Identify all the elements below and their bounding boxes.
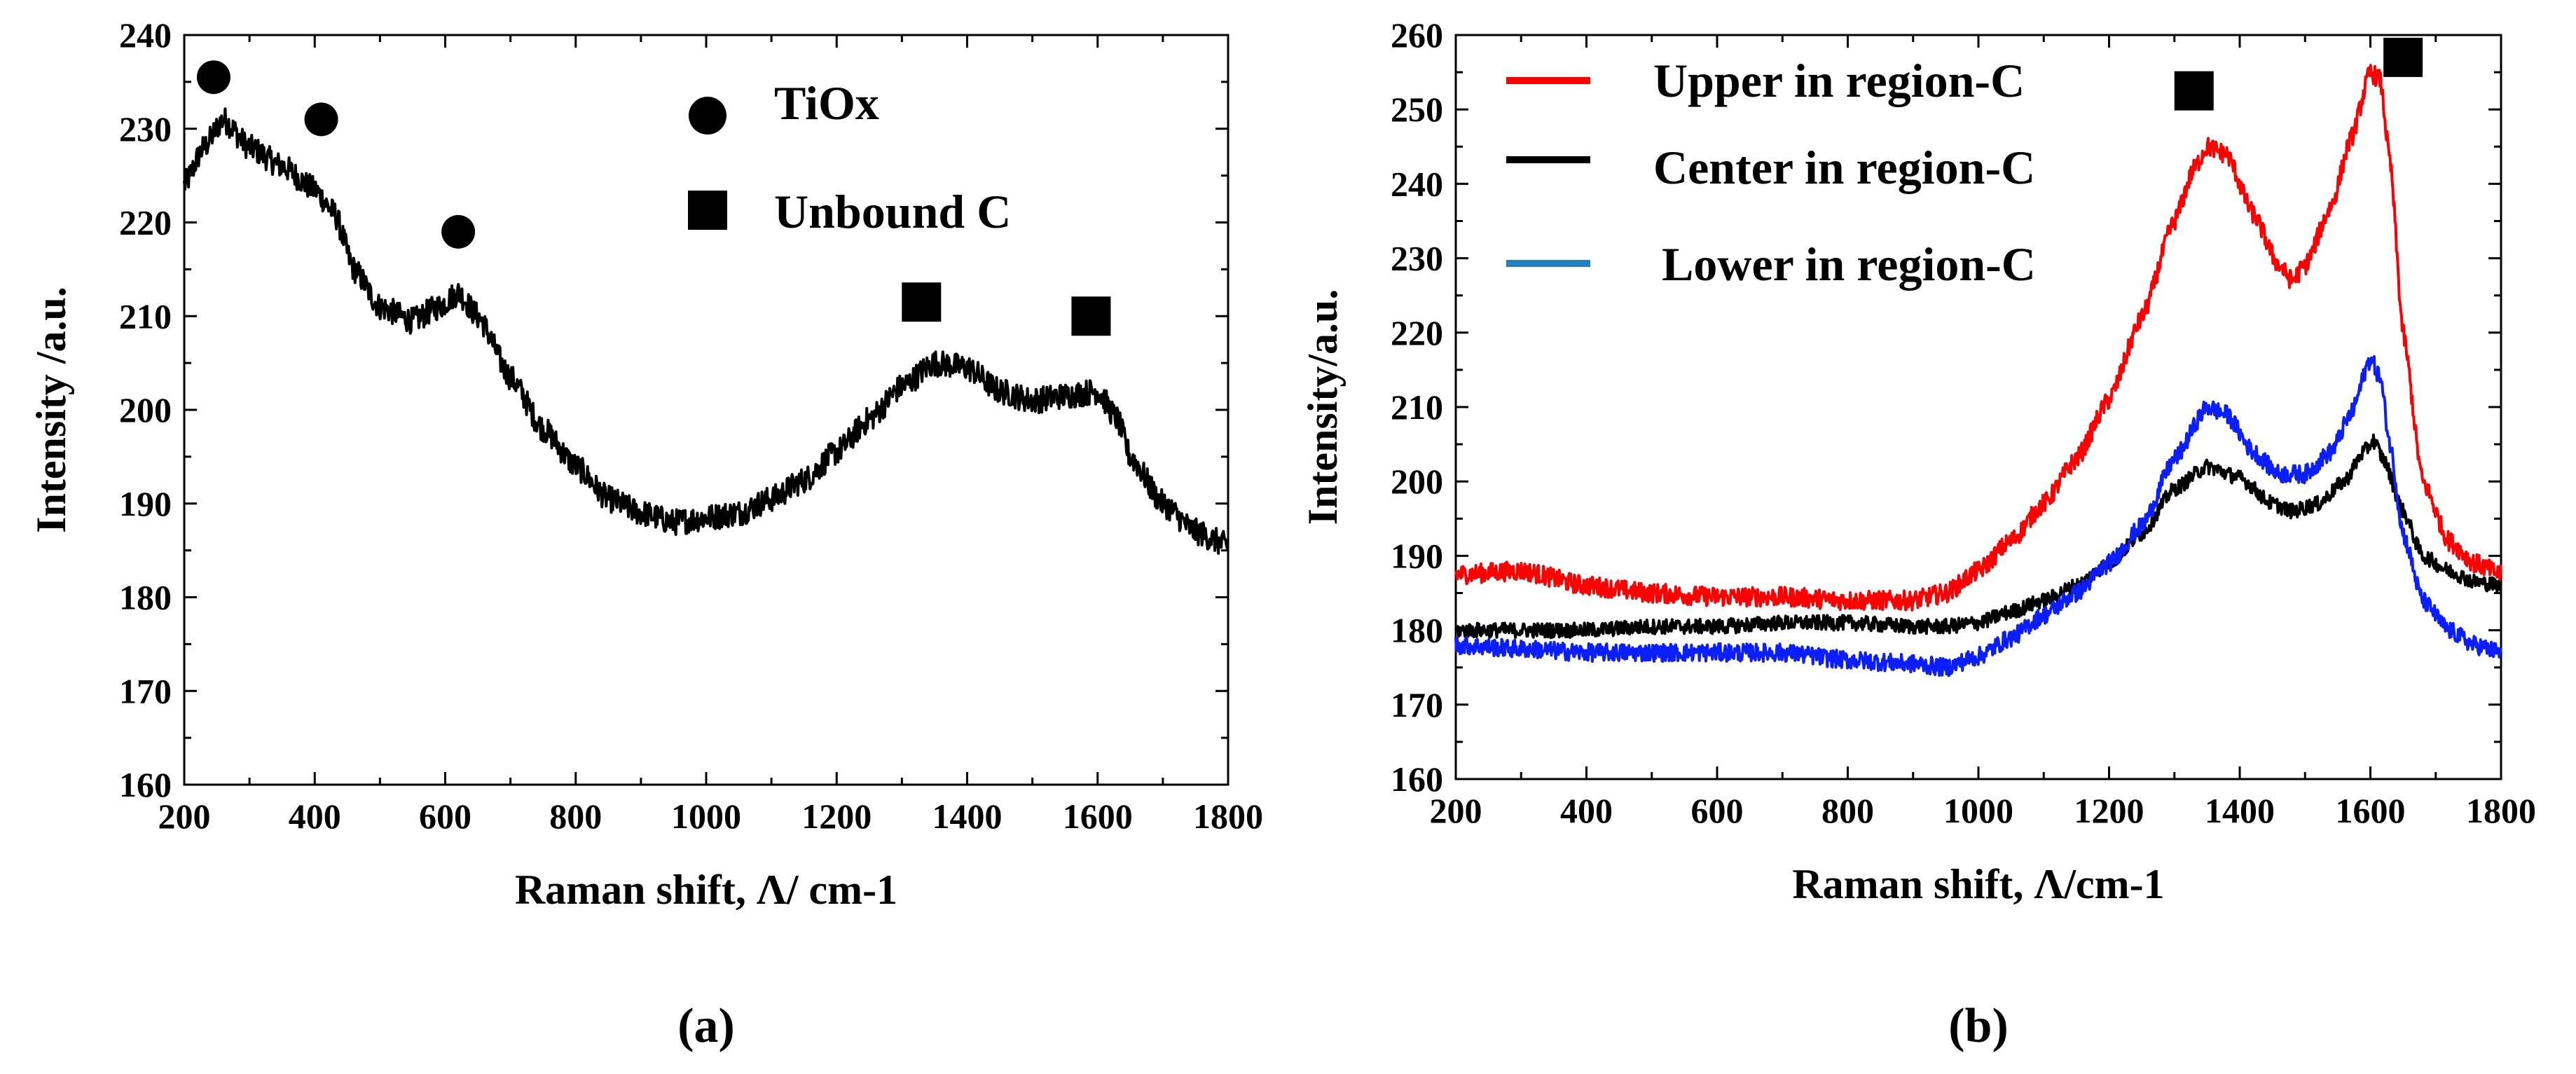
x-axis-title-a: Raman shift, Λ/ cm-1: [515, 867, 897, 913]
x-tick-label: 800: [549, 797, 602, 836]
x-tick-label: 1600: [1063, 797, 1133, 836]
series-line-lower-in-region-c: [1454, 354, 2502, 677]
x-tick-label: 1200: [2074, 791, 2144, 830]
x-tick-label: 600: [419, 797, 471, 836]
y-tick-label: 220: [119, 203, 172, 242]
legend-square-marker: [688, 191, 727, 230]
y-tick-label: 210: [1391, 387, 1443, 427]
y-tick-labels-a: 160 170 180 190 200 210 220 230 240: [119, 15, 172, 804]
series-group-a: [183, 107, 1230, 555]
y-tick-label: 230: [1391, 239, 1443, 278]
legend-label-lower: Lower in region-C: [1662, 237, 2036, 291]
x-tick-labels-a: 200 400 600 800 1000 1200 1400 1600 1800: [158, 797, 1264, 836]
x-tick-labels-b: 200 400 600 800 1000 1200 1400 1600 1800: [1430, 791, 2537, 830]
peak-marker-circle: [441, 214, 476, 249]
x-tick-label: 200: [1430, 791, 1482, 830]
panel-label-b: (b): [1948, 999, 2009, 1053]
peak-markers-b: [2174, 37, 2423, 111]
x-tick-label: 1800: [1193, 797, 1263, 836]
peak-markers-a: [196, 60, 1111, 336]
y-tick-label: 240: [119, 15, 172, 55]
y-tick-label: 220: [1391, 313, 1443, 352]
y-axis-title-b: Intensity/a.u.: [1300, 289, 1346, 525]
x-tick-label: 200: [158, 797, 211, 836]
x-tick-label: 1600: [2336, 791, 2406, 830]
y-tick-label: 180: [119, 578, 172, 617]
y-tick-label: 190: [1391, 536, 1443, 575]
x-tick-label: 1200: [801, 797, 872, 836]
peak-marker-square: [1071, 296, 1111, 336]
y-tick-labels-b: 160 170 180 190 200 210 220 230 240 250 260: [1391, 15, 1443, 799]
y-tick-label: 180: [1391, 611, 1443, 650]
tick-marks-b: [1454, 34, 2502, 780]
x-tick-label: 1000: [671, 797, 741, 836]
y-tick-label: 170: [119, 671, 172, 710]
y-tick-label: 200: [119, 390, 172, 429]
series-line-center-in-region-c: [1454, 433, 2502, 640]
legend-label-center: Center in region-C: [1653, 141, 2035, 194]
x-tick-label: 400: [1560, 791, 1613, 830]
peak-marker-square: [2383, 37, 2423, 77]
y-tick-label: 190: [119, 484, 172, 523]
y-tick-label: 240: [1391, 164, 1443, 203]
y-tick-label: 160: [119, 765, 172, 804]
x-tick-label: 800: [1821, 791, 1874, 830]
x-tick-label: 1400: [2205, 791, 2275, 830]
legend-a: TiOx Unbound C: [688, 76, 1011, 238]
panel-label-a: (a): [677, 999, 735, 1053]
x-tick-label: 1000: [1943, 791, 2013, 830]
peak-marker-circle: [304, 102, 338, 137]
legend-b: Upper in region-C Center in region-C Low…: [1506, 54, 2036, 291]
y-axis-title-a: Intensity /a.u.: [28, 287, 74, 533]
x-axis-title-b: Raman shift, Λ/cm-1: [1792, 861, 2164, 907]
x-tick-label: 600: [1691, 791, 1744, 830]
series-line-upper-in-region-c: [1454, 64, 2502, 612]
y-tick-label: 200: [1391, 462, 1443, 501]
x-tick-label: 400: [289, 797, 341, 836]
legend-label-tiox: TiOx: [774, 76, 879, 130]
peak-marker-square: [902, 282, 942, 322]
legend-circle-marker: [689, 97, 726, 135]
legend-label-upper: Upper in region-C: [1653, 54, 2025, 107]
x-tick-label: 1800: [2466, 791, 2536, 830]
peak-marker-square: [2174, 71, 2214, 111]
chart-panel-b: 200 400 600 800 1000 1200 1400 1600 1800 1601701…: [1300, 15, 2536, 1053]
y-tick-label: 170: [1391, 685, 1443, 724]
y-tick-label: 210: [119, 296, 172, 336]
y-tick-label: 260: [1391, 15, 1443, 55]
chart-panel-a: 200 400 600 800 1000 1200 1400 1600 1800 1601701…: [28, 15, 1263, 1053]
y-tick-label: 250: [1391, 90, 1443, 129]
series-group-b: [1454, 64, 2502, 677]
tick-marks-a: [183, 34, 1230, 786]
legend-label-unbound-c: Unbound C: [774, 185, 1011, 238]
y-tick-label: 230: [119, 109, 172, 149]
peak-marker-circle: [196, 60, 230, 95]
x-tick-label: 1400: [932, 797, 1003, 836]
series-line-spectrum: [183, 107, 1230, 555]
y-tick-label: 160: [1391, 759, 1443, 799]
